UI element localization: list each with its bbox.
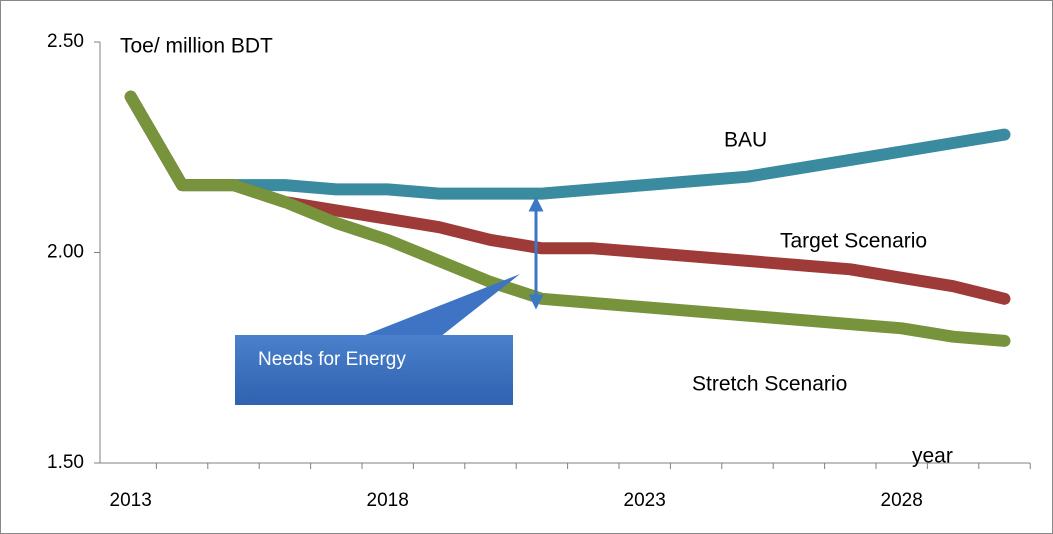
plot-area: 1.50 2.00 2.50 2013 2018 2023 2028: [47, 31, 1031, 511]
x-tick-label: 2018: [367, 490, 409, 511]
series-label: BAU: [724, 129, 767, 152]
series-label: Target Scenario: [780, 230, 927, 253]
y-axis-label: Toe/ million BDT: [120, 35, 273, 58]
callout: Needs for Energy: [235, 274, 520, 405]
x-tick-label: 2013: [110, 490, 152, 511]
callout-pointer: [360, 274, 520, 337]
x-tick-label: 2028: [881, 490, 923, 511]
y-tick-label: 1.50: [47, 452, 84, 473]
series-line: [124, 90, 1011, 200]
x-axis-label: year: [912, 445, 953, 468]
callout-text: Needs for Energy: [258, 349, 406, 370]
series-line: [124, 90, 1011, 347]
y-tick-label: 2.00: [47, 242, 84, 263]
y-tick-label: 2.50: [47, 31, 84, 52]
callout-box: [235, 335, 513, 405]
x-tick-label: 2023: [624, 490, 666, 511]
series-label: Stretch Scenario: [692, 373, 847, 396]
